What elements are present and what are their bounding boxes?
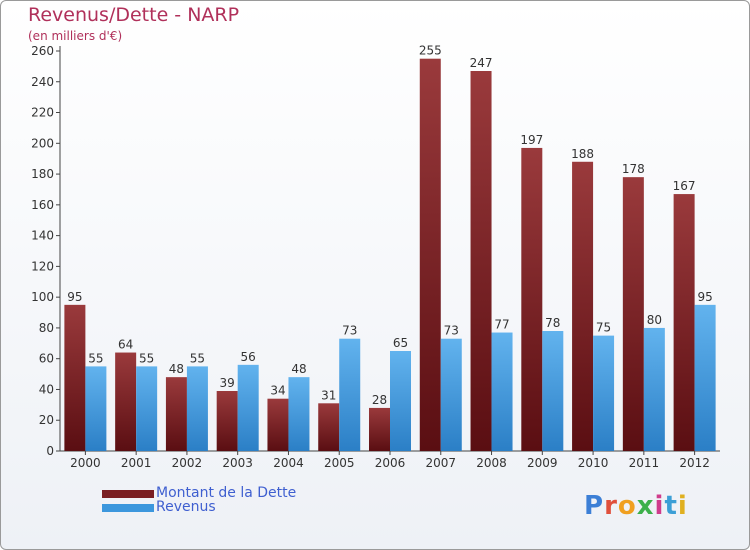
data-label-debt: 247 bbox=[470, 56, 493, 70]
data-label-revenue: 73 bbox=[444, 324, 459, 338]
bar-revenue bbox=[593, 335, 615, 451]
x-tick-label: 2000 bbox=[70, 456, 101, 470]
bar-revenue bbox=[237, 364, 259, 451]
data-label-revenue: 95 bbox=[697, 290, 712, 304]
data-label-revenue: 55 bbox=[88, 351, 103, 365]
y-tick-label: 240 bbox=[31, 75, 54, 89]
y-tick-label: 120 bbox=[31, 259, 54, 273]
data-label-revenue: 73 bbox=[342, 324, 357, 338]
bar-debt bbox=[572, 161, 594, 451]
bar-debt bbox=[673, 194, 695, 452]
bar-revenue bbox=[390, 351, 411, 451]
bar-revenue bbox=[136, 366, 158, 451]
bar-revenue bbox=[186, 366, 208, 451]
data-label-revenue: 55 bbox=[139, 351, 154, 365]
data-label-debt: 48 bbox=[169, 362, 184, 376]
bar-debt bbox=[115, 352, 137, 451]
x-tick-label: 2007 bbox=[425, 456, 456, 470]
data-label-revenue: 75 bbox=[596, 321, 611, 335]
x-tick-label: 2011 bbox=[629, 456, 660, 470]
bar-revenue bbox=[288, 377, 310, 451]
x-tick-label: 2009 bbox=[527, 456, 558, 470]
logo-letter: i bbox=[654, 491, 665, 521]
legend-label-debt: Montant de la Dette bbox=[156, 485, 297, 501]
y-tick-label: 40 bbox=[39, 382, 54, 396]
x-tick-label: 2002 bbox=[172, 456, 203, 470]
data-label-debt: 197 bbox=[520, 133, 543, 147]
y-tick-label: 20 bbox=[39, 413, 54, 427]
proxiti-logo: Proxiti bbox=[584, 491, 688, 521]
data-label-debt: 167 bbox=[673, 179, 696, 193]
x-tick-label: 2012 bbox=[679, 456, 710, 470]
y-tick-label: 140 bbox=[31, 229, 54, 243]
y-tick-label: 160 bbox=[31, 198, 54, 212]
data-label-debt: 95 bbox=[67, 290, 82, 304]
data-label-debt: 31 bbox=[321, 388, 336, 402]
data-label-debt: 178 bbox=[622, 162, 645, 176]
data-label-debt: 64 bbox=[118, 338, 133, 352]
logo-letter: P bbox=[584, 491, 605, 521]
bar-debt bbox=[622, 177, 644, 451]
logo-letter: i bbox=[677, 491, 688, 521]
data-label-debt: 34 bbox=[270, 384, 285, 398]
y-tick-label: 100 bbox=[31, 290, 54, 304]
legend-label-revenue: Revenus bbox=[156, 499, 216, 515]
bar-revenue bbox=[694, 304, 716, 451]
y-tick-label: 180 bbox=[31, 167, 54, 181]
logo-letter: r bbox=[604, 491, 618, 521]
y-tick-label: 260 bbox=[31, 44, 54, 58]
bar-revenue bbox=[643, 327, 665, 451]
legend-swatch-debt bbox=[102, 490, 154, 498]
bar-revenue bbox=[440, 338, 462, 451]
data-label-revenue: 65 bbox=[393, 336, 408, 350]
x-tick-label: 2005 bbox=[324, 456, 355, 470]
bar-debt bbox=[369, 407, 390, 451]
data-label-revenue: 56 bbox=[241, 350, 256, 364]
y-tick-label: 200 bbox=[31, 136, 54, 150]
bar-debt bbox=[267, 398, 289, 451]
logo-letter: o bbox=[617, 491, 637, 521]
bar-revenue bbox=[542, 331, 564, 451]
legend-swatch-revenue bbox=[102, 504, 154, 512]
chart-subtitle: (en milliers d'€) bbox=[28, 29, 123, 43]
data-label-revenue: 80 bbox=[647, 313, 662, 327]
bar-revenue bbox=[339, 338, 361, 451]
bar-debt bbox=[419, 58, 441, 451]
y-tick-label: 60 bbox=[39, 352, 54, 366]
data-label-revenue: 48 bbox=[291, 362, 306, 376]
y-tick-label: 220 bbox=[31, 106, 54, 120]
data-label-revenue: 78 bbox=[545, 316, 560, 330]
bar-debt bbox=[318, 403, 340, 451]
bar-debt bbox=[521, 147, 543, 451]
x-tick-label: 2004 bbox=[273, 456, 304, 470]
chart-title: Revenus/Dette - NARP bbox=[28, 4, 240, 26]
bar-debt bbox=[64, 304, 86, 451]
data-label-revenue: 55 bbox=[190, 351, 205, 365]
x-tick-label: 2001 bbox=[121, 456, 152, 470]
logo-letter: t bbox=[664, 491, 678, 521]
data-label-debt: 28 bbox=[372, 393, 387, 407]
bar-debt bbox=[165, 377, 187, 451]
data-label-revenue: 77 bbox=[494, 318, 509, 332]
bar-revenue bbox=[491, 332, 513, 451]
logo-letter: x bbox=[636, 491, 655, 521]
y-tick-label: 0 bbox=[46, 444, 54, 458]
x-tick-label: 2006 bbox=[375, 456, 406, 470]
bar-revenue bbox=[85, 366, 107, 451]
data-label-debt: 255 bbox=[419, 44, 442, 58]
data-label-debt: 39 bbox=[220, 376, 235, 390]
y-tick-label: 80 bbox=[39, 321, 54, 335]
x-tick-label: 2008 bbox=[476, 456, 507, 470]
bar-debt bbox=[470, 71, 492, 451]
data-label-debt: 188 bbox=[571, 147, 594, 161]
x-tick-label: 2010 bbox=[578, 456, 609, 470]
x-tick-label: 2003 bbox=[222, 456, 253, 470]
bar-debt bbox=[216, 391, 238, 451]
